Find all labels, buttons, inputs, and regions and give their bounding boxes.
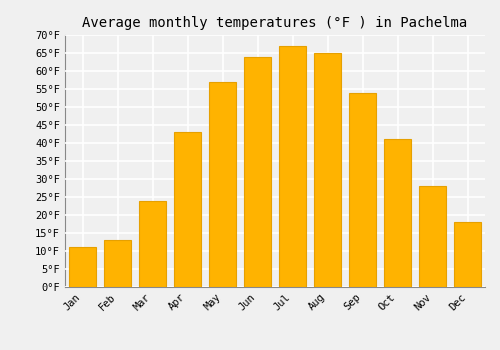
Bar — [420, 186, 446, 287]
Bar — [350, 93, 376, 287]
Title: Average monthly temperatures (°F ) in Pachelma: Average monthly temperatures (°F ) in Pa… — [82, 16, 468, 30]
Bar — [140, 201, 166, 287]
Bar — [280, 46, 305, 287]
Bar — [244, 57, 270, 287]
Bar — [314, 53, 340, 287]
Bar — [210, 82, 236, 287]
Bar — [384, 139, 410, 287]
Bar — [104, 240, 130, 287]
Bar — [454, 222, 480, 287]
Bar — [174, 132, 201, 287]
Bar — [70, 247, 96, 287]
